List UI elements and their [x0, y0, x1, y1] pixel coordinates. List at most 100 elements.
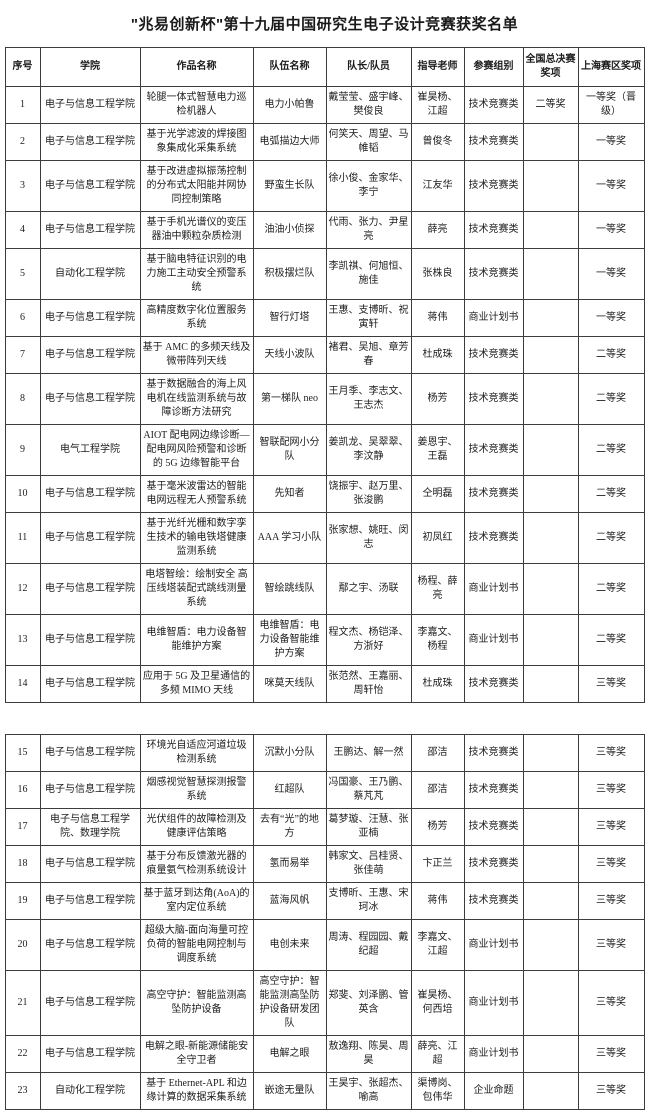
cell-college: 电子与信息工程学院: [39, 160, 141, 212]
table-row: 21 电子与信息工程学院 高空守护：智能监测高坠防护设备 高空守护：智能监测高坠防护设…: [4, 970, 645, 1036]
cell-regional: 二等奖: [577, 424, 645, 476]
cell-national: [522, 882, 579, 920]
cell-advisor: 李嘉文、江超: [410, 919, 465, 971]
cell-category: 技术竞赛类: [463, 160, 524, 212]
cell-college: 电子与信息工程学院: [39, 86, 141, 124]
cell-members: 支博昕、王惠、宋珂冰: [325, 882, 412, 920]
cell-no: 10: [4, 475, 41, 513]
column-header-national: 全国总决赛奖项: [522, 47, 579, 87]
cell-college: 电子与信息工程学院: [39, 512, 141, 564]
cell-regional: 三等奖: [577, 919, 645, 971]
cell-team: 智绘跳线队: [252, 563, 327, 615]
cell-national: [522, 919, 579, 971]
cell-advisor: 薛亮、江超: [410, 1035, 465, 1073]
cell-members: 李凯祺、何旭恒、施佳: [325, 248, 412, 300]
cell-regional: 二等奖: [577, 475, 645, 513]
cell-no: 23: [4, 1072, 41, 1110]
table-row: 2 电子与信息工程学院 基于光学滤波的焊接图象集成化采集系统 电弧描边大师 何笑天、周望…: [4, 123, 645, 161]
cell-no: 16: [4, 771, 41, 809]
table-row: 20 电子与信息工程学院 超级大脑-面向海量可控负荷的智能电网控制与调度系统 电创未来…: [4, 919, 645, 971]
cell-national: [522, 1035, 579, 1073]
cell-advisor: 杨程、薛亮: [410, 563, 465, 615]
cell-team: 智行灯塔: [252, 299, 327, 337]
cell-members: 敖逸翔、陈昊、周昊: [325, 1035, 412, 1073]
table-row: 23 自动化工程学院 基于 Ethernet-APL 和边缘计算的数据采集系统 嵌途无…: [4, 1072, 645, 1110]
cell-national: [522, 734, 579, 772]
cell-advisor: 李嘉文、杨程: [410, 614, 465, 666]
cell-category: 技术竞赛类: [463, 86, 524, 124]
table-row: 17 电子与信息工程学院、数理学院 光伏组件的故障检测及健康评估策略 去有“光”的地方…: [4, 808, 645, 846]
cell-category: 技术竞赛类: [463, 771, 524, 809]
cell-members: 王昊宇、张超杰、喻高: [325, 1072, 412, 1110]
cell-no: 1: [4, 86, 41, 124]
awards-table-top: 序号 学院 作品名称 队伍名称 队长/队员 指导老师 参赛组别 全国总决赛奖项 上海赛区奖项 1…: [4, 47, 645, 703]
cell-national: [522, 512, 579, 564]
table-row: 15 电子与信息工程学院 环境光自适应河道垃圾检测系统 沉默小分队 王鹏达、解一然 邵洁技…: [4, 734, 645, 772]
cell-college: 电子与信息工程学院: [39, 665, 141, 703]
cell-college: 电子与信息工程学院: [39, 882, 141, 920]
cell-work: 基于改进虚拟振荡控制的分布式太阳能并网协同控制策略: [139, 160, 254, 212]
cell-national: [522, 160, 579, 212]
cell-team: 氢而易举: [252, 845, 327, 883]
cell-national: [522, 475, 579, 513]
cell-national: [522, 299, 579, 337]
cell-team: 红超队: [252, 771, 327, 809]
cell-college: 电子与信息工程学院: [39, 475, 141, 513]
column-header-regional: 上海赛区奖项: [577, 47, 645, 87]
cell-members: 郑斐、刘泽鹏、管英含: [325, 970, 412, 1036]
cell-category: 商业计划书: [463, 563, 524, 615]
cell-team: AAA 学习小队: [252, 512, 327, 564]
table-row: 19 电子与信息工程学院 基于蓝牙到达角(AoA)的室内定位系统 蓝海风帆 支博昕、王惠…: [4, 882, 645, 920]
table-row: 1 电子与信息工程学院 轮腿一体式智慧电力巡检机器人 电力小帕鲁 戴莹莹、盛宇峰、樊俊良…: [4, 86, 645, 124]
cell-no: 22: [4, 1035, 41, 1073]
cell-work: 基于脑电特征识别的电力施工主动安全预警系统: [139, 248, 254, 300]
cell-work: 基于光学滤波的焊接图象集成化采集系统: [139, 123, 254, 161]
cell-members: 冯国豪、王乃鹏、蔡芃芃: [325, 771, 412, 809]
column-header-work: 作品名称: [139, 47, 254, 87]
cell-work: 基于光纤光栅和数字孪生技术的输电铁塔健康监测系统: [139, 512, 254, 564]
cell-regional: 三等奖: [577, 665, 645, 703]
cell-work: AIOT 配电网边缘诊断—配电网风险预警和诊断的 5G 边缘智能平台: [139, 424, 254, 476]
cell-national: [522, 614, 579, 666]
cell-no: 11: [4, 512, 41, 564]
table-row: 22 电子与信息工程学院 电解之眼-新能源储能安全守卫者 电解之眼 敖逸翔、陈昊、周昊薛…: [4, 1035, 645, 1073]
cell-category: 技术竞赛类: [463, 734, 524, 772]
cell-work: 电塔智绘：绘制安全 高压线塔装配式跳线测量系统: [139, 563, 254, 615]
table-row: 9 电气工程学院 AIOT 配电网边缘诊断—配电网风险预警和诊断的 5G 边缘智能平…: [4, 424, 645, 476]
cell-work: 烟感视觉智慧探测报警系统: [139, 771, 254, 809]
cell-members: 饶振宇、赵万里、张浚鹏: [325, 475, 412, 513]
cell-members: 葛梦璇、汪慧、张亚楠: [325, 808, 412, 846]
cell-regional: 二等奖: [577, 563, 645, 615]
cell-team: 天线小波队: [252, 336, 327, 374]
cell-college: 电子与信息工程学院: [39, 123, 141, 161]
cell-no: 8: [4, 373, 41, 425]
cell-national: [522, 665, 579, 703]
cell-category: 技术竞赛类: [463, 248, 524, 300]
cell-team: 野蛮生长队: [252, 160, 327, 212]
cell-advisor: 蒋伟: [410, 882, 465, 920]
cell-advisor: 江友华: [410, 160, 465, 212]
cell-regional: 三等奖: [577, 771, 645, 809]
cell-advisor: 薛亮: [410, 211, 465, 249]
cell-team: 第一梯队 neo: [252, 373, 327, 425]
cell-no: 4: [4, 211, 41, 249]
cell-advisor: 仝明磊: [410, 475, 465, 513]
cell-category: 技术竞赛类: [463, 424, 524, 476]
column-header-members: 队长/队员: [325, 47, 412, 87]
cell-team: 油油小侦探: [252, 211, 327, 249]
cell-team: 电力小帕鲁: [252, 86, 327, 124]
cell-advisor: 曾俊冬: [410, 123, 465, 161]
cell-regional: 一等奖: [577, 299, 645, 337]
cell-college: 电子与信息工程学院: [39, 1035, 141, 1073]
cell-team: 去有“光”的地方: [252, 808, 327, 846]
cell-category: 商业计划书: [463, 299, 524, 337]
cell-regional: 一等奖: [577, 211, 645, 249]
cell-college: 自动化工程学院: [39, 248, 141, 300]
cell-regional: 一等奖: [577, 160, 645, 212]
cell-college: 自动化工程学院: [39, 1072, 141, 1110]
table-row: 10 电子与信息工程学院 基于毫米波雷达的智能电网远程无人预警系统 先知者 饶振宇、赵万…: [4, 475, 645, 513]
cell-work: 基于 Ethernet-APL 和边缘计算的数据采集系统: [139, 1072, 254, 1110]
cell-national: [522, 970, 579, 1036]
cell-national: [522, 373, 579, 425]
cell-national: [522, 336, 579, 374]
